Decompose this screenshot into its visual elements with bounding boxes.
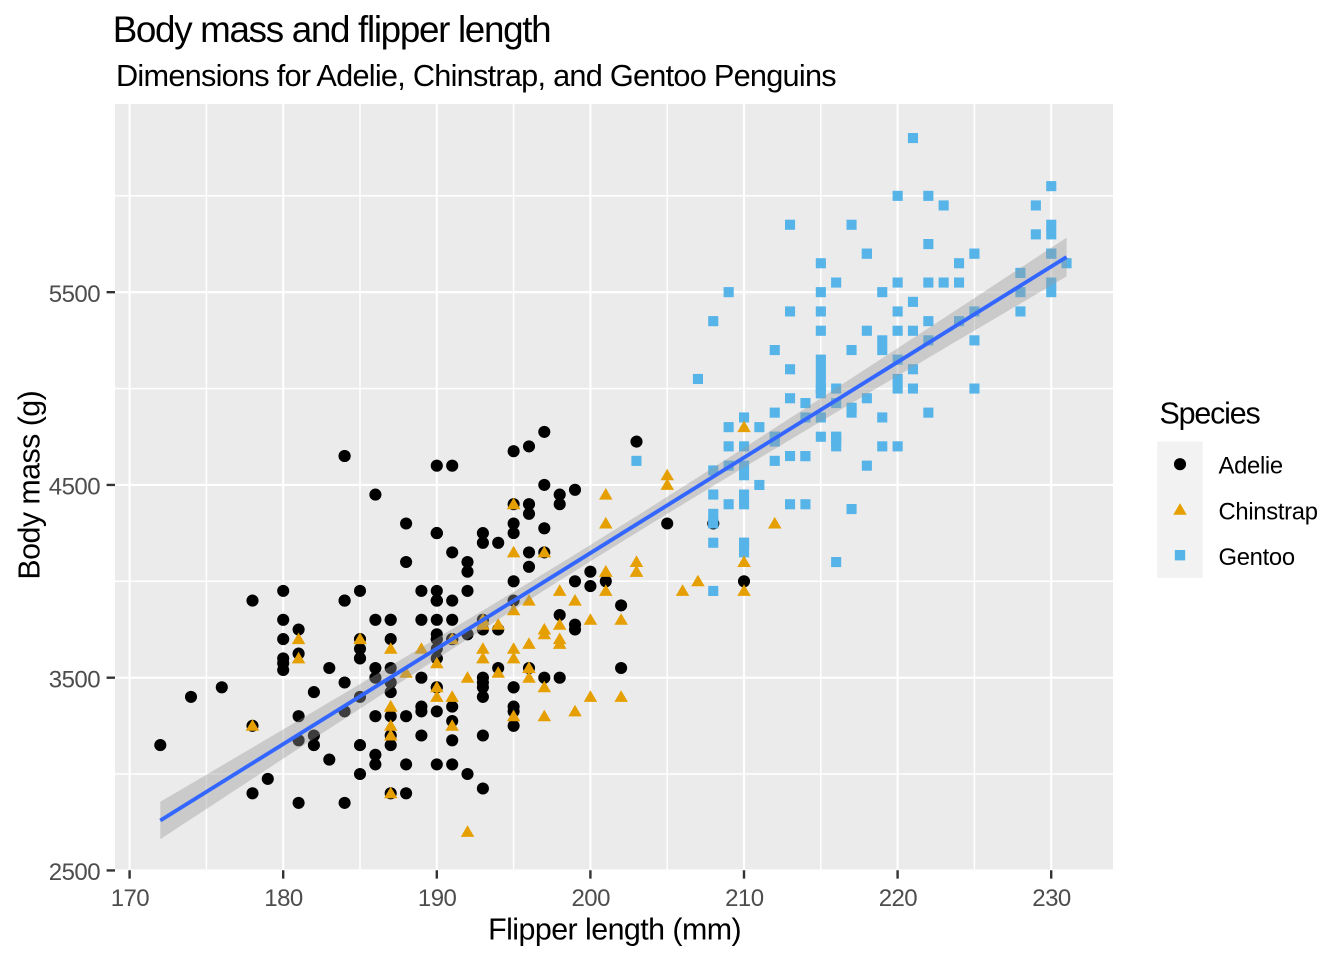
svg-text:Gentoo: Gentoo <box>1219 544 1295 571</box>
svg-text:3500: 3500 <box>49 666 100 693</box>
svg-text:230: 230 <box>1032 885 1071 912</box>
svg-text:5500: 5500 <box>49 281 100 308</box>
svg-text:Flipper length (mm): Flipper length (mm) <box>488 913 741 947</box>
svg-text:Body mass (g): Body mass (g) <box>12 391 46 580</box>
svg-text:Species: Species <box>1160 396 1261 430</box>
svg-text:Body mass and flipper length: Body mass and flipper length <box>113 9 551 50</box>
svg-text:2500: 2500 <box>49 859 100 886</box>
svg-text:Adelie: Adelie <box>1219 453 1283 480</box>
svg-text:Chinstrap: Chinstrap <box>1219 498 1318 525</box>
svg-text:180: 180 <box>264 885 303 912</box>
svg-text:4500: 4500 <box>49 474 100 501</box>
svg-text:Dimensions for Adelie, Chinstr: Dimensions for Adelie, Chinstrap, and Ge… <box>116 58 836 93</box>
svg-text:190: 190 <box>418 885 457 912</box>
svg-text:210: 210 <box>725 885 764 912</box>
svg-text:170: 170 <box>111 885 150 912</box>
svg-text:220: 220 <box>879 885 918 912</box>
svg-text:200: 200 <box>571 885 610 912</box>
